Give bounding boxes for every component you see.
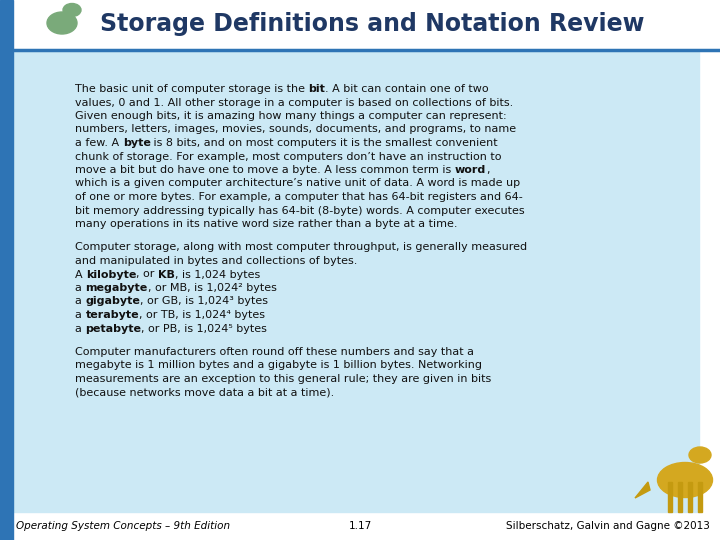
Text: which is a given computer architecture’s native unit of data. A word is made up: which is a given computer architecture’s… xyxy=(75,179,520,188)
Text: (because networks move data a bit at a time).: (because networks move data a bit at a t… xyxy=(75,388,334,397)
Text: A: A xyxy=(75,269,86,280)
Text: , or MB, is 1,024² bytes: , or MB, is 1,024² bytes xyxy=(148,283,276,293)
Text: a few. A: a few. A xyxy=(75,138,122,148)
Text: petabyte: petabyte xyxy=(86,323,141,334)
Ellipse shape xyxy=(47,12,77,34)
Text: terabyte: terabyte xyxy=(86,310,139,320)
Text: measurements are an exception to this general rule; they are given in bits: measurements are an exception to this ge… xyxy=(75,374,491,384)
Text: bit: bit xyxy=(308,84,325,94)
Polygon shape xyxy=(635,482,650,498)
Text: megabyte: megabyte xyxy=(86,283,148,293)
Text: many operations in its native word size rather than a byte at a time.: many operations in its native word size … xyxy=(75,219,457,229)
Text: . A bit can contain one of two: . A bit can contain one of two xyxy=(325,84,489,94)
Text: Computer manufacturers often round off these numbers and say that a: Computer manufacturers often round off t… xyxy=(75,347,474,357)
Text: , is 1,024 bytes: , is 1,024 bytes xyxy=(175,269,261,280)
Ellipse shape xyxy=(689,447,711,463)
Text: a: a xyxy=(75,283,86,293)
Text: KB: KB xyxy=(158,269,175,280)
Text: Given enough bits, it is amazing how many things a computer can represent:: Given enough bits, it is amazing how man… xyxy=(75,111,507,121)
Text: a: a xyxy=(75,323,86,334)
Bar xyxy=(13,50,699,512)
Bar xyxy=(698,482,702,512)
Text: Operating System Concepts – 9th Edition: Operating System Concepts – 9th Edition xyxy=(16,521,230,531)
Bar xyxy=(0,0,13,540)
Bar xyxy=(688,482,692,512)
Text: a: a xyxy=(75,296,86,307)
Text: byte: byte xyxy=(122,138,150,148)
Text: chunk of storage. For example, most computers don’t have an instruction to: chunk of storage. For example, most comp… xyxy=(75,152,502,161)
Text: 1.17: 1.17 xyxy=(348,521,372,531)
Text: , or GB, is 1,024³ bytes: , or GB, is 1,024³ bytes xyxy=(140,296,269,307)
Bar xyxy=(668,482,672,512)
Text: is 8 bits, and on most computers it is the smallest convenient: is 8 bits, and on most computers it is t… xyxy=(150,138,498,148)
Polygon shape xyxy=(68,10,75,20)
Text: , or: , or xyxy=(137,269,158,280)
Bar xyxy=(678,482,682,512)
Bar xyxy=(645,437,720,512)
Text: values, 0 and 1. All other storage in a computer is based on collections of bits: values, 0 and 1. All other storage in a … xyxy=(75,98,513,107)
Text: word: word xyxy=(455,165,486,175)
Text: a: a xyxy=(75,310,86,320)
Text: bit memory addressing typically has 64-bit (8-byte) words. A computer executes: bit memory addressing typically has 64-b… xyxy=(75,206,525,215)
Text: , or PB, is 1,024⁵ bytes: , or PB, is 1,024⁵ bytes xyxy=(141,323,267,334)
Text: kilobyte: kilobyte xyxy=(86,269,137,280)
Ellipse shape xyxy=(63,3,81,17)
Text: megabyte is 1 million bytes and a gigabyte is 1 billion bytes. Networking: megabyte is 1 million bytes and a gigaby… xyxy=(75,361,482,370)
Ellipse shape xyxy=(657,462,713,497)
Text: Silberschatz, Galvin and Gagne ©2013: Silberschatz, Galvin and Gagne ©2013 xyxy=(506,521,710,531)
Text: The basic unit of computer storage is the: The basic unit of computer storage is th… xyxy=(75,84,308,94)
Text: ,: , xyxy=(486,165,490,175)
Text: move a bit but do have one to move a byte. A less common term is: move a bit but do have one to move a byt… xyxy=(75,165,455,175)
Text: numbers, letters, images, movies, sounds, documents, and programs, to name: numbers, letters, images, movies, sounds… xyxy=(75,125,516,134)
Bar xyxy=(13,0,720,50)
Text: and manipulated in bytes and collections of bytes.: and manipulated in bytes and collections… xyxy=(75,256,357,266)
Text: Computer storage, along with most computer throughput, is generally measured: Computer storage, along with most comput… xyxy=(75,242,527,253)
Text: gigabyte: gigabyte xyxy=(86,296,140,307)
Text: , or TB, is 1,024⁴ bytes: , or TB, is 1,024⁴ bytes xyxy=(139,310,265,320)
Text: of one or more bytes. For example, a computer that has 64-bit registers and 64-: of one or more bytes. For example, a com… xyxy=(75,192,523,202)
Text: Storage Definitions and Notation Review: Storage Definitions and Notation Review xyxy=(100,12,644,36)
